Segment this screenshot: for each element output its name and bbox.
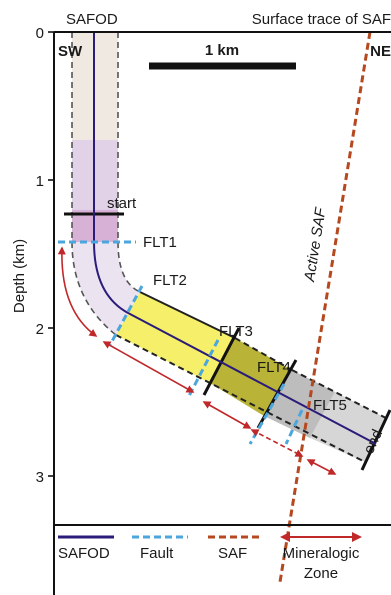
tick-label-1: 1 — [36, 173, 44, 190]
depth-axis-label: Depth (km) — [11, 239, 28, 313]
legend-saf-label: SAF — [218, 545, 247, 562]
safod-top-label: SAFOD — [66, 11, 118, 28]
scale-label: 1 km — [205, 42, 239, 59]
gray-zone-top-edge — [291, 369, 387, 419]
legend-zone-label-1: Mineralogic — [283, 545, 360, 562]
fault-labels: FLT1 FLT2 FLT3 FLT4 FLT5 — [143, 234, 347, 414]
safod-borehole-line — [93, 32, 377, 445]
tick-label-0: 0 — [36, 25, 44, 42]
plot-frame — [53, 31, 391, 595]
zone-arrow-2 — [102, 341, 195, 393]
start-label: start — [107, 195, 137, 212]
tick-label-2: 2 — [36, 321, 44, 338]
flt5-label: FLT5 — [313, 397, 347, 414]
legend: SAFOD Fault SAF Mineralogic Zone — [58, 532, 362, 582]
tick-label-3: 3 — [36, 469, 44, 486]
mineralogic-arrows — [57, 246, 337, 475]
yellow-zone-top-edge — [139, 291, 236, 339]
flt1-label: FLT1 — [143, 234, 177, 251]
sw-label: SW — [58, 43, 83, 60]
surface-trace-label: Surface trace of SAF — [252, 11, 391, 28]
active-saf-label: Active SAF — [301, 206, 330, 284]
olive-zone-top-edge — [234, 337, 293, 371]
zone-arrow-1 — [57, 246, 98, 337]
active-saf-line — [278, 31, 372, 583]
flt4-label: FLT4 — [257, 359, 291, 376]
end-boundary — [360, 409, 391, 471]
zone-arrow-5 — [306, 459, 337, 475]
legend-fault-label: Fault — [140, 545, 174, 562]
zone-arrow-3 — [202, 401, 252, 429]
legend-zone-label-2: Zone — [304, 565, 338, 582]
envelope-right-edge — [117, 32, 141, 293]
flt5-line — [284, 409, 304, 445]
legend-safod-label: SAFOD — [58, 545, 110, 562]
flt3-label: FLT3 — [219, 323, 253, 340]
depth-ticks — [48, 31, 54, 477]
depth-tick-labels: 0 1 2 3 — [36, 25, 44, 486]
envelope-left-edge — [71, 32, 117, 336]
zone-arrow-4 — [250, 429, 304, 457]
zone-lightgray — [310, 392, 386, 462]
flt2-label: FLT2 — [153, 272, 187, 289]
ne-label: NE — [370, 43, 391, 60]
flt2-line — [108, 285, 144, 346]
